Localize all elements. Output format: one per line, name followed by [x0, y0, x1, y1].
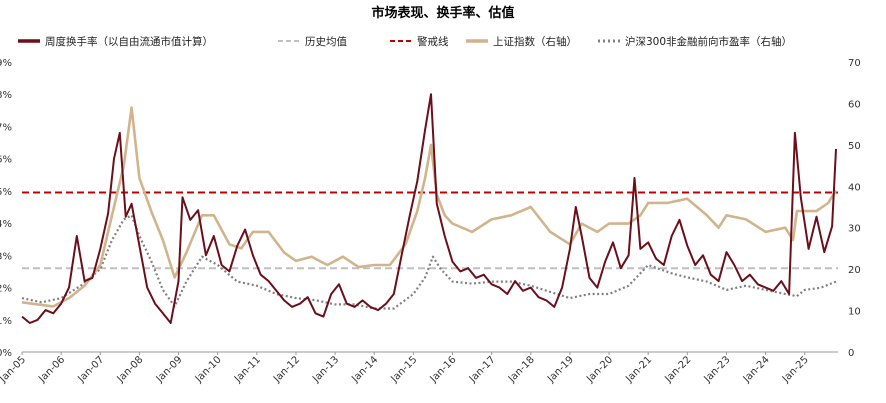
right-tick-label: 70 — [848, 58, 861, 69]
x-tick-label: Jan-12 — [271, 354, 302, 385]
x-tick-label: Jan-10 — [193, 354, 224, 385]
x-tick-label: Jan-18 — [506, 354, 537, 385]
legend-label-index: 上证指数（右轴） — [493, 35, 577, 48]
left-axis: 0% 1% 2% 3% 4% 5% 6% 7% 8% 9% — [0, 58, 12, 359]
plot-area — [21, 93, 838, 324]
x-tick-label: Jan-14 — [349, 354, 380, 385]
legend-item-turnover: 周度换手率（以自由流通市值计算） — [18, 35, 213, 48]
left-tick-label: 2% — [0, 284, 12, 295]
left-tick-label: 4% — [0, 219, 12, 230]
left-tick-label: 7% — [0, 122, 12, 133]
x-tick-label: Jan-06 — [36, 354, 67, 385]
x-tick-label: Jan-25 — [780, 354, 811, 385]
x-tick-label: Jan-20 — [584, 354, 615, 385]
x-tick-label: Jan-21 — [623, 354, 654, 385]
left-tick-label: 0% — [0, 348, 12, 359]
legend-label-hist_mean: 历史均值 — [305, 35, 347, 48]
series-turnover-line — [21, 93, 837, 324]
legend-label-turnover: 周度换手率（以自由流通市值计算） — [45, 35, 213, 48]
x-tick-label: Jan-09 — [154, 354, 185, 385]
x-axis: Jan-05 Jan-06 Jan-07 Jan-08 Jan-09 Jan-10 Jan-… — [0, 351, 838, 385]
right-tick-label: 60 — [848, 99, 861, 110]
left-tick-label: 6% — [0, 155, 12, 166]
x-tick-label: Jan-08 — [115, 354, 146, 385]
legend: 周度换手率（以自由流通市值计算） 历史均值 警戒线 上证指数（右轴） 沪深300非金融前… — [18, 35, 792, 48]
legend-item-hist_mean: 历史均值 — [278, 35, 347, 48]
left-tick-label: 9% — [0, 58, 12, 69]
left-tick-label: 8% — [0, 90, 12, 101]
series-index-line — [21, 106, 838, 308]
legend-label-warning: 警戒线 — [417, 35, 449, 48]
right-tick-label: 40 — [848, 182, 861, 193]
right-axis: 0 10 20 30 40 50 60 70 — [848, 58, 861, 359]
x-tick-label: Jan-17 — [467, 354, 498, 385]
legend-item-warning: 警戒线 — [390, 35, 449, 48]
x-tick-label: Jan-24 — [741, 354, 772, 385]
legend-label-pe: 沪深300非金融前向市盈率（右轴） — [625, 35, 792, 48]
x-tick-label: Jan-13 — [310, 354, 341, 385]
right-tick-label: 20 — [848, 265, 861, 276]
left-tick-label: 5% — [0, 187, 12, 198]
legend-item-pe: 沪深300非金融前向市盈率（右轴） — [598, 35, 792, 48]
x-tick-label: Jan-15 — [389, 354, 420, 385]
right-tick-label: 10 — [848, 307, 861, 318]
series-pe-line — [21, 214, 837, 310]
chart-title: 市场表现、换手率、估值 — [371, 5, 514, 21]
x-tick-label: Jan-11 — [232, 354, 263, 385]
right-tick-label: 0 — [848, 348, 854, 359]
legend-item-index: 上证指数（右轴） — [466, 35, 577, 48]
x-tick-label: Jan-07 — [75, 354, 106, 385]
right-tick-label: 30 — [848, 224, 861, 235]
x-tick-label: Jan-23 — [702, 354, 733, 385]
left-tick-label: 3% — [0, 251, 12, 262]
right-tick-label: 50 — [848, 141, 861, 152]
x-tick-label: Jan-22 — [663, 354, 694, 385]
left-tick-label: 1% — [0, 316, 12, 327]
x-tick-label: Jan-19 — [545, 354, 576, 385]
x-tick-label: Jan-16 — [428, 354, 459, 385]
